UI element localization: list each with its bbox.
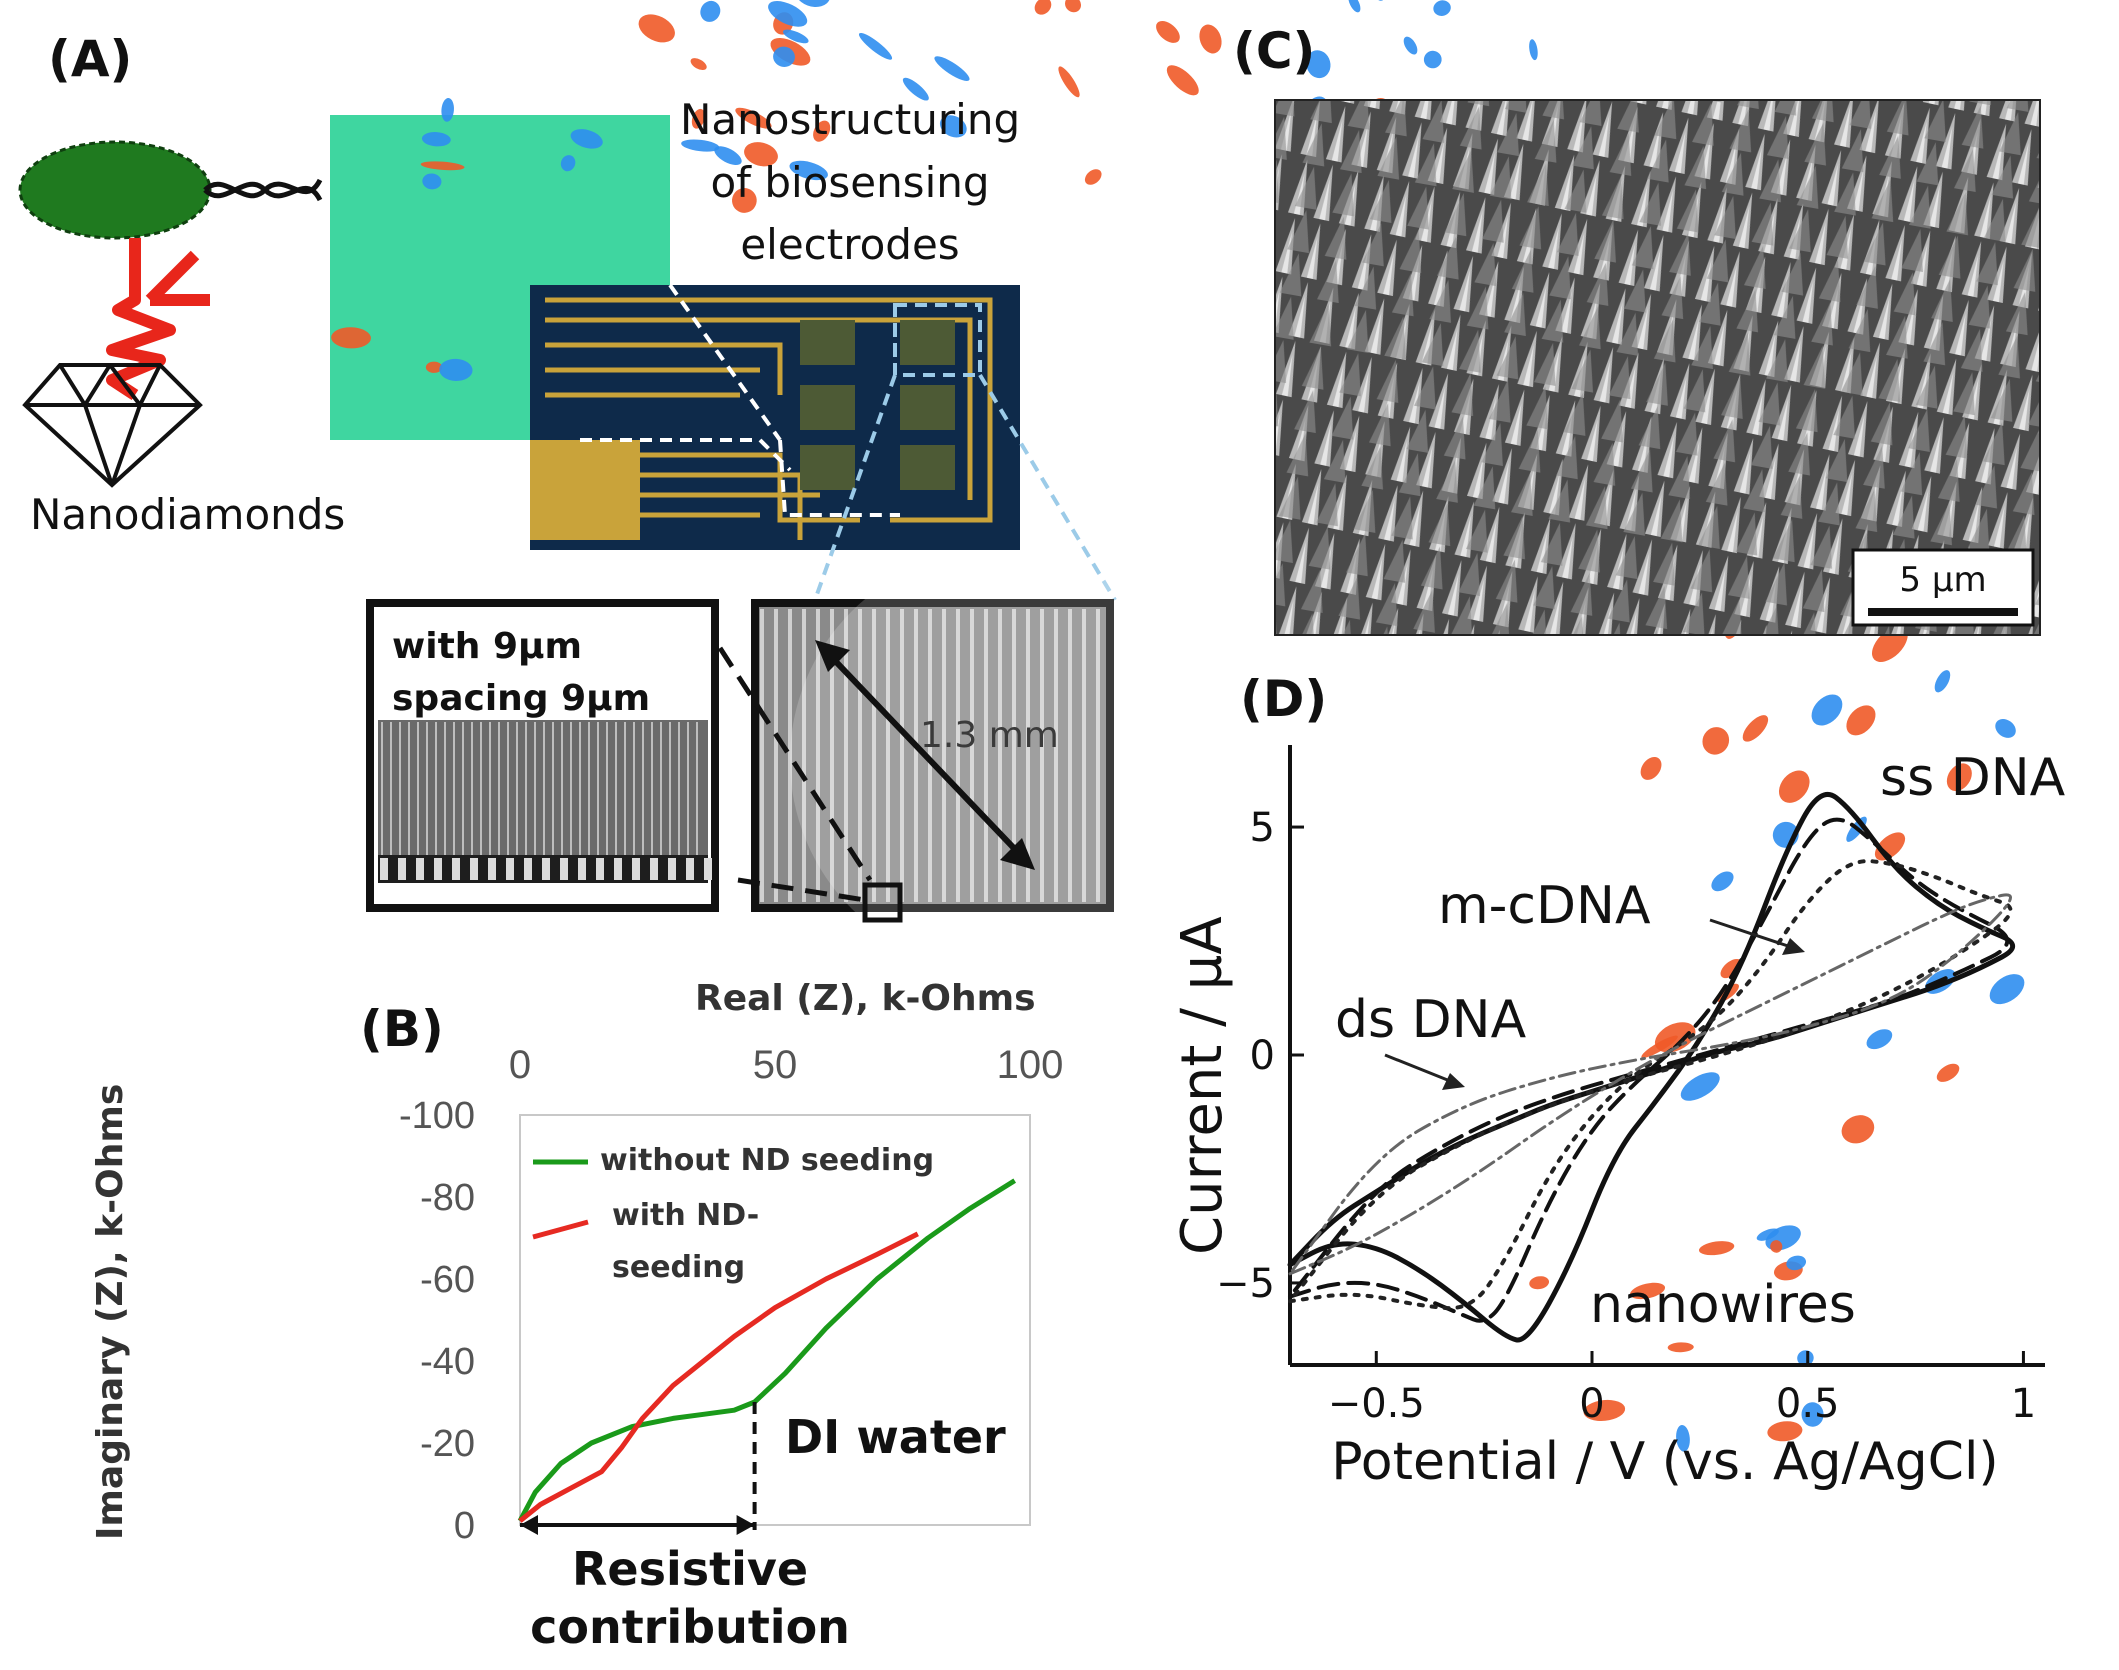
inset-electrode-zoom-image xyxy=(717,550,1210,970)
panel-d-xlabel: Potential / V (vs. Ag/AgCl) xyxy=(1331,1432,1999,1492)
series-ds-dna xyxy=(1288,893,2012,1276)
inset-scale-label: 1.3 mm xyxy=(920,715,1059,756)
inset-comb-electrode-image xyxy=(366,599,719,912)
chart-d-xtick: 0 xyxy=(1579,1381,1604,1427)
chart-d-ytick: 5 xyxy=(1250,805,1275,851)
di-water-label: DI water xyxy=(785,1410,1006,1464)
chart-b-xtick: 50 xyxy=(753,1043,798,1087)
series-nanowires xyxy=(1287,791,2016,1343)
chart-b-ytick: -20 xyxy=(420,1423,475,1465)
chart-b-ytick: 0 xyxy=(454,1505,475,1547)
chart-d-xtick: 1 xyxy=(2011,1381,2036,1427)
scale-bar-label: 5 µm xyxy=(1899,560,1987,600)
m-cdna-pointer xyxy=(1709,918,1801,952)
chart-b-xtick: 0 xyxy=(509,1043,531,1087)
resistive-arrow-head-right xyxy=(736,1515,755,1535)
chart-b-frame xyxy=(519,1114,1031,1526)
nanodiamond-icon xyxy=(22,363,203,488)
ds-dna-pointer-head xyxy=(1442,1073,1465,1090)
panel-d-ylabel: Current / µA xyxy=(1170,916,1235,1255)
label-ss-dna: ss DNA xyxy=(1880,748,2066,808)
series-m-cdna xyxy=(1288,859,2013,1311)
chart-b-ytick: -100 xyxy=(399,1095,475,1137)
chart-b-ytick: -80 xyxy=(420,1177,475,1219)
resistive-arrow-head-left xyxy=(520,1515,538,1535)
label-nanowires: nanowires xyxy=(1590,1275,1856,1335)
nanostructuring-label-2: of biosensing xyxy=(710,158,990,207)
series-without-nd-seeding xyxy=(517,1178,1017,1523)
bacterium-shape xyxy=(18,140,212,240)
chart-b-ytick: -40 xyxy=(420,1341,475,1383)
panel-d-letter: (D) xyxy=(1240,670,1328,728)
legend-b-swatch xyxy=(532,1219,589,1240)
resistive-label-1: Resistive xyxy=(571,1542,809,1596)
panel-b-xlabel: Real (Z), k-Ohms xyxy=(695,978,1036,1019)
chart-b-xtick: 100 xyxy=(997,1043,1064,1087)
legend-b-label-with-2: seeding xyxy=(612,1250,746,1285)
panel-b-letter: (B) xyxy=(360,1000,444,1058)
panel-a-letter: (A) xyxy=(48,30,133,88)
electrode-chip-image xyxy=(530,283,1117,602)
legend-b-label-with-1: with ND- xyxy=(612,1198,760,1233)
chart-d-ytick: −5 xyxy=(1216,1261,1275,1307)
nanostructuring-label-3: electrodes xyxy=(740,220,960,269)
resistive-label-2: contribution xyxy=(530,1600,850,1654)
m-cdna-pointer-head xyxy=(1782,938,1805,955)
panel-c-letter: (C) xyxy=(1233,22,1316,80)
nanostructuring-label-1: Nanostructuring xyxy=(680,95,1021,144)
scale-arrow-1-3mm xyxy=(817,642,1033,868)
label-m-cdna: m-cDNA xyxy=(1438,876,1651,936)
chart-d-xtick: 0.5 xyxy=(1776,1381,1840,1427)
inset-spacing-label-1: with 9µm xyxy=(392,626,583,667)
legend-b-label-without-1: without ND seeding xyxy=(600,1143,935,1178)
nanodiamonds-label: Nanodiamonds xyxy=(30,490,346,539)
series-with-nd-seeding xyxy=(518,1231,919,1523)
inset-spacing-label-2: spacing 9µm xyxy=(392,678,651,719)
label-ds-dna: ds DNA xyxy=(1335,990,1527,1050)
chart-d-xtick: −0.5 xyxy=(1328,1381,1425,1427)
chart-d-ytick: 0 xyxy=(1250,1033,1275,1079)
chart-b-ytick: -60 xyxy=(420,1259,475,1301)
